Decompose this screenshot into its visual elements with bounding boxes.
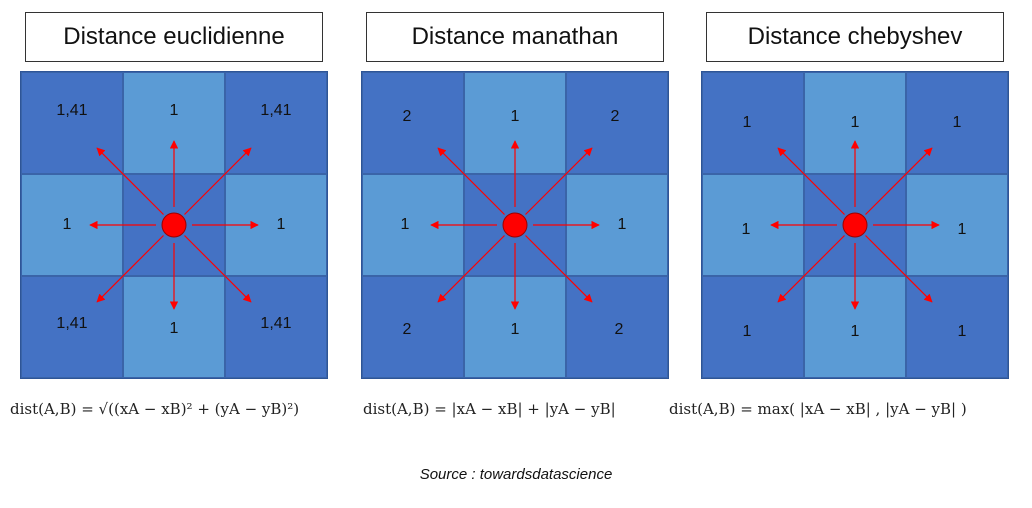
grid-cell: 2: [566, 276, 668, 378]
distance-label: 1: [169, 102, 179, 119]
grid-cell: 2: [362, 72, 464, 174]
grid-cell: 1: [21, 174, 123, 276]
distance-label: 1,41: [56, 315, 88, 332]
distance-label: 1: [276, 216, 286, 233]
grid-cell: 1: [566, 174, 668, 276]
grid-cell: 1: [464, 276, 566, 378]
distance-label: 1,41: [260, 315, 292, 332]
grid-cell: 1: [362, 174, 464, 276]
chebyshev-formula: dist(A,B) = max( |xA − xB| , |yA − yB| ): [669, 400, 967, 418]
source-caption: Source : towardsdatascience: [419, 466, 613, 483]
grid-cell: 1: [702, 174, 804, 276]
distance-label: 1: [850, 114, 860, 131]
distance-label: 2: [614, 321, 624, 338]
distance-grid: 1,41 1 1,41 1 1 1,41 1 1,41: [20, 71, 328, 379]
distance-label: 1: [510, 108, 520, 125]
panel-title: Distance chebyshev: [706, 12, 1004, 62]
grid-cell: 1: [804, 72, 906, 174]
formula-text: dist(A,B) = √((xA − xB)² + (yA − yB)²): [10, 400, 300, 418]
manhattan-formula: dist(A,B) = |xA − xB| + |yA − yB|: [363, 400, 616, 418]
grid-cell: 1: [225, 174, 327, 276]
distance-label: 1: [400, 216, 410, 233]
panel-title: Distance euclidienne: [25, 12, 323, 62]
formula-text: dist(A,B) = |xA − xB| + |yA − yB|: [363, 400, 616, 418]
distance-label: 1,41: [260, 102, 292, 119]
grid-cell: 1: [702, 72, 804, 174]
euclidean-formula: dist(A,B) = √((xA − xB)² + (yA − yB)²): [10, 400, 299, 418]
grid-cell: 1,41: [21, 276, 123, 378]
distance-label: 1: [742, 114, 752, 131]
distance-label: 1: [957, 221, 967, 238]
distance-label: 1: [169, 320, 179, 337]
distance-label: 1: [957, 323, 967, 340]
formula-text: dist(A,B) = max( |xA − xB| , |yA − yB| ): [669, 400, 967, 418]
grid-cell: 1: [702, 276, 804, 378]
distance-label: 1,41: [56, 102, 88, 119]
distance-label: 2: [402, 321, 412, 338]
distance-label: 1: [850, 323, 860, 340]
panel-title: Distance manathan: [366, 12, 664, 62]
grid-cell: 1: [804, 276, 906, 378]
distance-grid: 1 1 1 1 1 1 1 1: [701, 71, 1009, 379]
grid-cell-center: [123, 174, 225, 276]
grid-cell: 1: [464, 72, 566, 174]
distance-label: 1: [742, 323, 752, 340]
grid-cell: 1: [906, 72, 1008, 174]
grid-cell: 1,41: [21, 72, 123, 174]
distance-label: 1: [741, 221, 751, 238]
distance-label: 1: [952, 114, 962, 131]
distance-label: 1: [617, 216, 627, 233]
grid-cell: 1: [906, 174, 1008, 276]
grid-cell: 1: [123, 72, 225, 174]
grid-cell: 2: [566, 72, 668, 174]
distance-label: 2: [610, 108, 620, 125]
distance-label: 2: [402, 108, 412, 125]
grid-cell: 1,41: [225, 72, 327, 174]
grid-cell-center: [464, 174, 566, 276]
distance-label: 1: [62, 216, 72, 233]
grid-cell: 1: [123, 276, 225, 378]
grid-cell: 1: [906, 276, 1008, 378]
grid-cell-center: [804, 174, 906, 276]
distance-label: 1: [510, 321, 520, 338]
grid-cell: 1,41: [225, 276, 327, 378]
distance-grid: 2 1 2 1 1 2 1 2: [361, 71, 669, 379]
grid-cell: 2: [362, 276, 464, 378]
